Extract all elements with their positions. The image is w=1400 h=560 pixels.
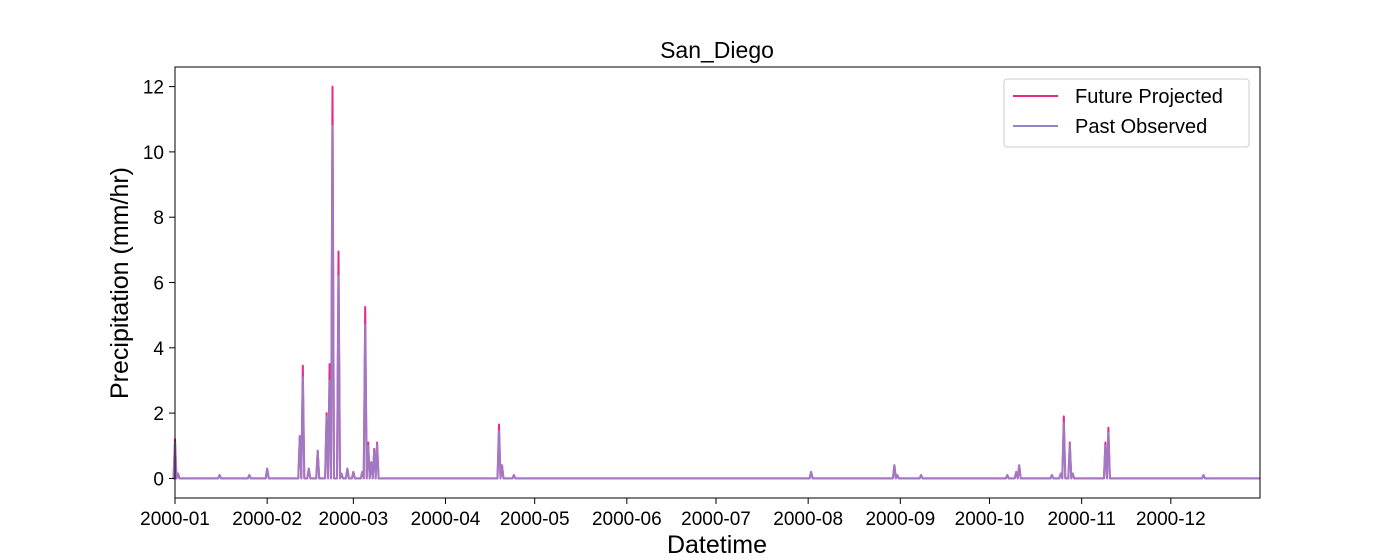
y-tick-label: 2 xyxy=(153,404,164,425)
x-tick-label: 2000-10 xyxy=(955,509,1025,530)
x-tick-label: 2000-03 xyxy=(318,509,388,530)
x-tick-label: 2000-09 xyxy=(865,509,935,530)
y-tick-label: 4 xyxy=(153,339,164,360)
legend-label-future-projected: Future Projected xyxy=(1075,86,1223,108)
legend-box xyxy=(1003,78,1250,148)
y-tick-label: 6 xyxy=(153,274,164,295)
series-layer xyxy=(172,85,1260,480)
x-tick-label: 2000-02 xyxy=(232,509,302,530)
x-tick-label: 2000-01 xyxy=(140,509,210,530)
x-axis-label: Datetime xyxy=(667,531,767,559)
series-line-past-observed xyxy=(172,124,1260,480)
y-tick-label: 10 xyxy=(143,143,164,164)
x-tick-label: 2000-05 xyxy=(500,509,570,530)
y-tick-label: 8 xyxy=(153,208,164,229)
x-tick-label: 2000-11 xyxy=(1047,509,1115,530)
x-tick-label: 2000-06 xyxy=(592,509,662,530)
x-tick-label: 2000-04 xyxy=(411,509,481,530)
y-tick-label: 12 xyxy=(143,78,164,99)
x-tick-label: 2000-07 xyxy=(681,509,751,530)
legend: Future Projected Past Observed xyxy=(1003,78,1250,148)
x-tick-label: 2000-12 xyxy=(1136,509,1206,530)
x-tick-label: 2000-08 xyxy=(773,509,843,530)
x-axis: 2000-01 2000-02 2000-03 2000-04 2000-05 2000-… xyxy=(140,498,1206,530)
legend-label-past-observed: Past Observed xyxy=(1075,116,1207,138)
y-axis: 0 2 4 6 8 10 12 xyxy=(143,78,175,490)
y-axis-label: Precipitation (mm/hr) xyxy=(106,167,134,399)
y-tick-label: 0 xyxy=(153,469,164,490)
chart-title: San_Diego xyxy=(660,37,774,63)
